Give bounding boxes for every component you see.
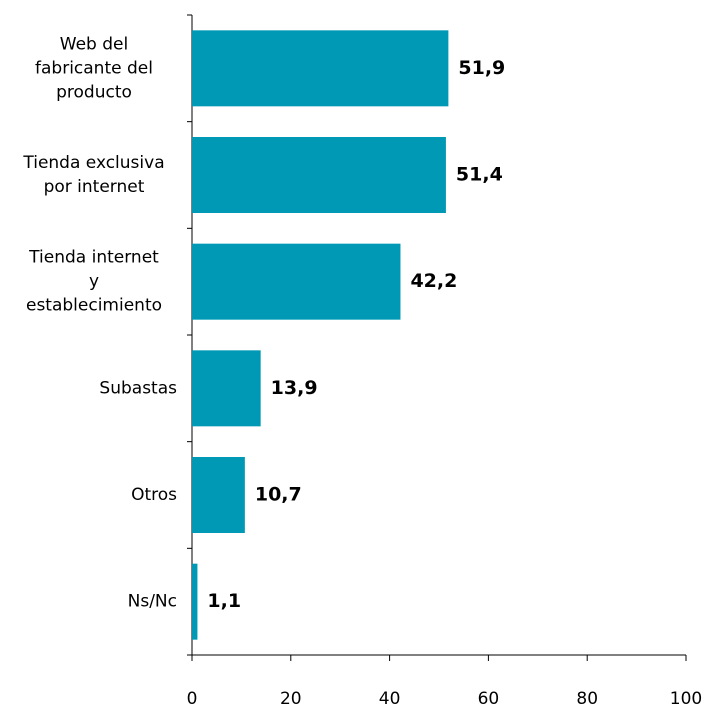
x-tick-label: 100 xyxy=(670,689,702,709)
category-label: Otros xyxy=(131,485,177,505)
category-label: Tienda exclusiva por internet xyxy=(22,153,164,197)
x-tick-label: 0 xyxy=(187,689,198,709)
bar xyxy=(192,457,245,533)
bar xyxy=(192,350,261,427)
value-label: 51,4 xyxy=(456,164,503,186)
x-tick-label: 20 xyxy=(280,689,302,709)
x-tick-label: 40 xyxy=(379,689,401,709)
bar xyxy=(192,30,449,107)
value-label: 10,7 xyxy=(255,484,302,506)
x-tick-label: 60 xyxy=(478,689,500,709)
category-label: Tienda internet y establecimiento xyxy=(26,248,162,316)
value-label: 51,9 xyxy=(458,57,505,79)
category-label: Subastas xyxy=(99,378,177,398)
value-label: 1,1 xyxy=(207,590,241,612)
bar xyxy=(192,563,198,640)
bar xyxy=(192,137,446,213)
x-tick-label: 80 xyxy=(576,689,598,709)
bar xyxy=(192,243,401,320)
value-label: 13,9 xyxy=(271,377,318,399)
category-label: Ns/Nc xyxy=(128,592,177,612)
value-label: 42,2 xyxy=(410,270,457,292)
category-label: Web del fabricante del producto xyxy=(35,34,153,102)
